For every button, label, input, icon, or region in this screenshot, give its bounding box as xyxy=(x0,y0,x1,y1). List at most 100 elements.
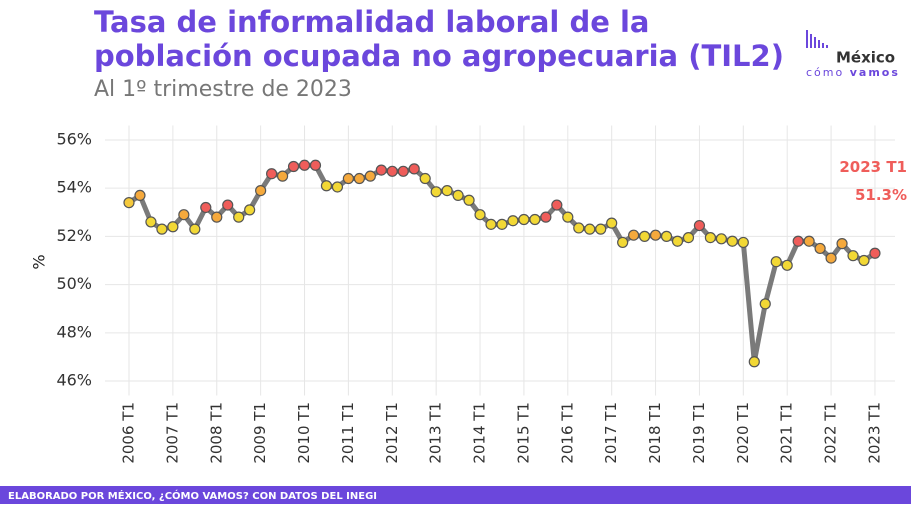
data-point xyxy=(222,199,234,211)
data-point xyxy=(649,229,662,241)
data-point xyxy=(474,209,486,221)
data-point xyxy=(244,204,256,216)
data-point xyxy=(496,218,508,230)
x-tick-label: 2007 T1 xyxy=(163,402,181,464)
title: población ocupada no agropecuaria (TIL2) xyxy=(94,39,784,73)
data-point xyxy=(770,256,782,268)
data-point xyxy=(331,181,344,193)
x-tick-label: 2023 T1 xyxy=(865,402,883,464)
data-point xyxy=(836,238,848,250)
data-point xyxy=(452,189,464,202)
y-tick-label: 46% xyxy=(56,371,92,390)
footer-bar xyxy=(0,486,911,504)
x-tick-label: 2016 T1 xyxy=(558,402,576,464)
logo-name: México xyxy=(836,49,895,67)
data-point xyxy=(693,219,706,232)
data-point xyxy=(682,231,695,244)
data-point xyxy=(869,247,881,259)
data-point xyxy=(255,184,267,197)
data-point xyxy=(507,215,519,227)
data-point xyxy=(737,236,749,249)
data-point xyxy=(847,250,859,262)
x-tick-label: 2018 T1 xyxy=(646,402,664,464)
data-point xyxy=(803,235,815,247)
data-point xyxy=(145,216,157,228)
data-point xyxy=(463,194,475,206)
data-point xyxy=(233,211,245,223)
data-point xyxy=(748,356,760,368)
data-point xyxy=(638,230,651,242)
data-point xyxy=(584,223,596,235)
data-point xyxy=(518,213,530,226)
x-tick-label: 2010 T1 xyxy=(295,402,313,464)
data-point xyxy=(287,160,300,173)
data-point xyxy=(178,209,190,221)
data-point xyxy=(726,235,738,247)
annotation: 2023 T1 xyxy=(839,158,907,176)
data-point xyxy=(573,222,585,234)
data-point xyxy=(408,163,420,175)
data-point xyxy=(123,197,135,209)
data-point xyxy=(430,186,442,198)
data-point xyxy=(156,223,168,235)
x-tick-label: 2015 T1 xyxy=(514,402,532,464)
data-point xyxy=(342,172,354,185)
data-point xyxy=(704,231,717,244)
data-point xyxy=(660,230,673,242)
data-point xyxy=(617,236,629,249)
data-point xyxy=(814,242,826,255)
data-point xyxy=(781,259,793,271)
data-point xyxy=(375,164,387,176)
data-point xyxy=(309,159,322,171)
data-point xyxy=(276,170,289,182)
plot: 2023 T1 51.3% xyxy=(123,158,907,368)
grid: 46% 48% 50% 52% 54% 56% 2006 T1 2007 T1 2008 T1 2… xyxy=(56,125,895,464)
series-line xyxy=(127,162,877,365)
logo-icon xyxy=(806,30,828,48)
x-tick-label: 2014 T1 xyxy=(471,402,489,464)
data-point xyxy=(595,223,607,235)
data-point xyxy=(419,172,431,185)
logo-tagline: cómo vamos xyxy=(806,66,900,79)
data-point xyxy=(134,189,146,202)
data-point xyxy=(671,235,684,247)
data-point xyxy=(485,218,497,230)
x-tick-label: 2011 T1 xyxy=(339,402,357,464)
data-point xyxy=(211,211,223,223)
data-point xyxy=(529,213,541,226)
x-tick-label: 2012 T1 xyxy=(383,402,401,464)
data-point xyxy=(386,165,398,177)
footer: ELABORADO POR MÉXICO, ¿CÓMO VAMOS? CON D… xyxy=(8,489,377,502)
data-point xyxy=(759,298,771,310)
data-point xyxy=(628,229,640,241)
x-tick-label: 2013 T1 xyxy=(427,402,445,464)
x-tick-label: 2022 T1 xyxy=(822,402,840,464)
data-point xyxy=(364,170,376,182)
logo-tagline-b: vamos xyxy=(850,66,900,79)
data-point xyxy=(540,211,552,223)
data-point xyxy=(397,165,409,177)
title: Tasa de informalidad laboral de la xyxy=(94,5,649,39)
y-axis-label: % xyxy=(30,254,49,269)
data-label: 51.3% xyxy=(855,186,907,204)
data-point xyxy=(562,211,574,223)
data-point xyxy=(353,172,365,185)
y-tick-label: 54% xyxy=(56,178,92,197)
data-point xyxy=(792,235,804,247)
y-tick-label: 50% xyxy=(56,274,92,293)
x-tick-label: 2020 T1 xyxy=(734,402,752,464)
x-tick-label: 2019 T1 xyxy=(690,402,708,464)
data-point xyxy=(266,168,278,180)
x-tick-label: 2006 T1 xyxy=(120,402,138,464)
x-tick-label: 2021 T1 xyxy=(778,402,796,464)
y-tick-label: 48% xyxy=(56,322,92,341)
data-point xyxy=(606,217,618,229)
data-point xyxy=(858,254,870,267)
data-point xyxy=(298,159,311,171)
data-point xyxy=(189,223,201,235)
data-point xyxy=(167,221,179,233)
data-point xyxy=(441,184,453,197)
data-point xyxy=(320,180,333,192)
data-point xyxy=(200,201,212,214)
